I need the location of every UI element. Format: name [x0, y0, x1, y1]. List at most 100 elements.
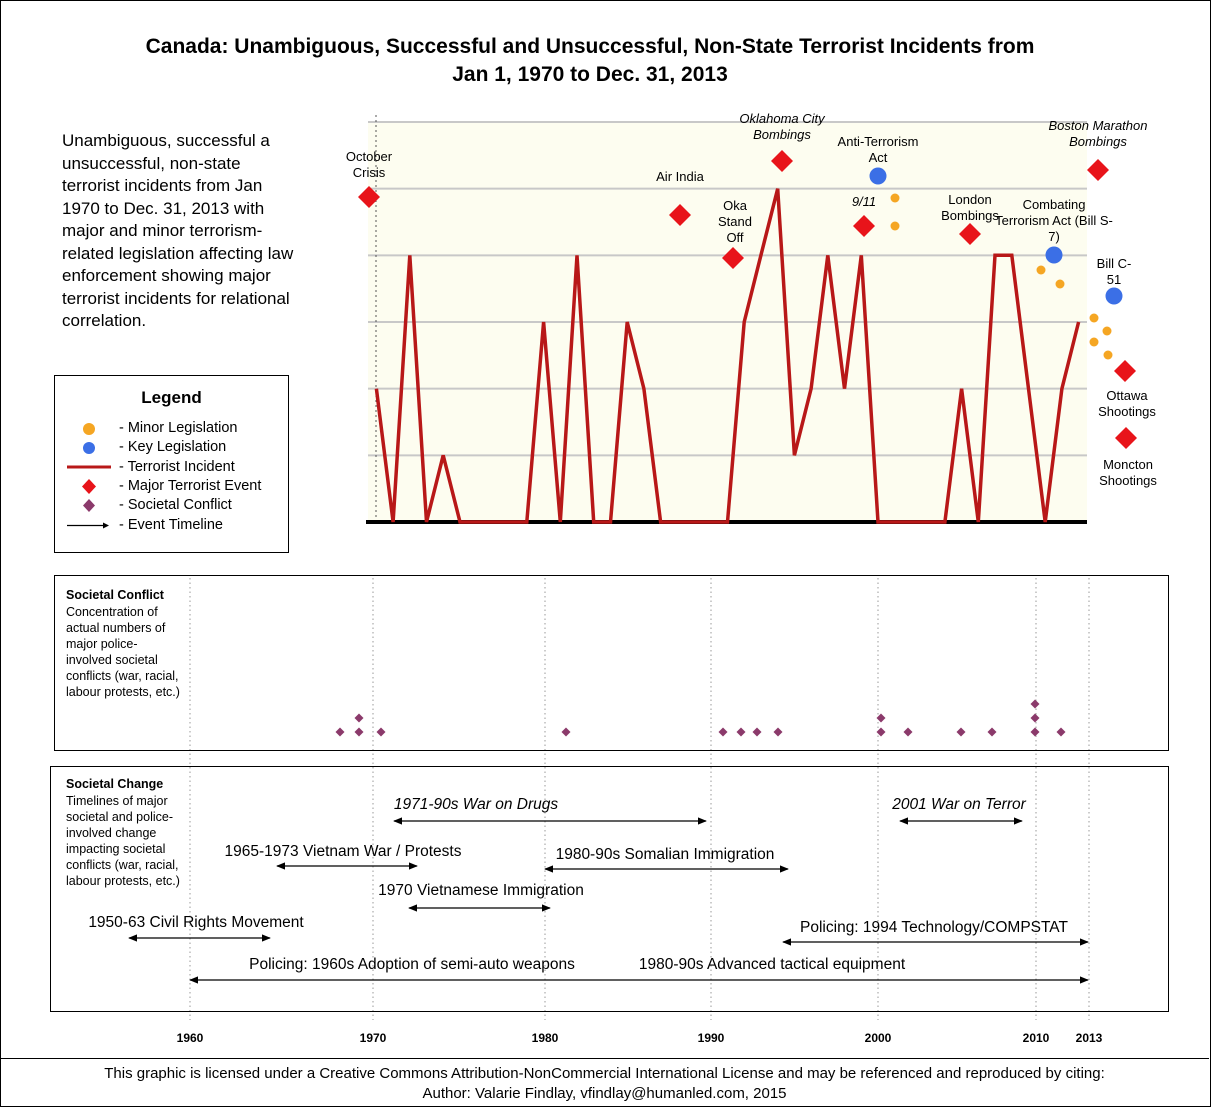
minor-legislation-marker	[1102, 326, 1112, 336]
major-event-label: Oka Stand Off	[718, 198, 752, 245]
societal-conflict-marker	[956, 727, 966, 737]
major-event-label: October Crisis	[345, 149, 393, 180]
minor-legislation-marker	[1036, 265, 1046, 275]
major-event-label: Air India	[656, 169, 704, 184]
legend-label: - Key Legislation	[119, 439, 227, 456]
event-timeline-label: Policing: 1960s Adoption of semi-auto we…	[249, 956, 575, 973]
legend-item: - Key Legislation	[55, 438, 288, 457]
license-line2: Author: Valarie Findlay, vfindlay@humanl…	[422, 1084, 787, 1102]
legend-title: Legend	[141, 388, 202, 407]
major-event-marker	[1087, 159, 1109, 181]
societal-change-title: Societal Change	[66, 777, 164, 791]
chart-title-line1: Canada: Unambiguous, Successful and Unsu…	[145, 35, 1035, 58]
minor-legislation-marker	[1089, 337, 1099, 347]
societal-conflict-marker	[1030, 727, 1040, 737]
legend-item: - Minor Legislation	[55, 419, 288, 438]
key-legislation-marker	[1045, 246, 1063, 264]
minor-legislation-marker	[1103, 350, 1113, 360]
major-event-label: 9/11	[851, 194, 877, 209]
legend-item: - Societal Conflict	[55, 496, 288, 515]
legend-symbol	[83, 423, 95, 435]
societal-conflict-marker	[335, 727, 345, 737]
event-timeline-label: 1980-90s Advanced tactical equipment	[638, 956, 906, 973]
societal-conflict-marker	[354, 713, 364, 723]
year-tick-label: 2010	[1022, 1031, 1050, 1045]
legend-symbol	[83, 499, 95, 513]
societal-conflict-marker	[354, 727, 364, 737]
year-tick-label: 1960	[176, 1031, 204, 1045]
key-legislation-marker	[869, 167, 887, 185]
event-timeline-label: 1971-90s War on Drugs	[393, 796, 559, 813]
legend-label: - Societal Conflict	[119, 497, 232, 514]
minor-legislation-marker	[890, 193, 900, 203]
societal-change-panel: Societal Change Timelines of major socie…	[50, 766, 1169, 1012]
major-event-marker	[669, 204, 691, 226]
societal-conflict-marker	[752, 727, 762, 737]
major-event-marker	[722, 247, 744, 269]
chart-description: Unambiguous, successful a unsuccessful, …	[62, 131, 294, 330]
major-event-label: Oklahoma City Bombings	[739, 111, 825, 142]
societal-conflict-marker	[876, 713, 886, 723]
societal-conflict-marker	[987, 727, 997, 737]
major-event-marker	[959, 223, 981, 245]
chart-title-line2: Jan 1, 1970 to Dec. 31, 2013	[452, 63, 728, 86]
minor-legislation-marker	[1089, 313, 1099, 323]
key-legislation-label: Combating Terrorism Act (Bill S-7)	[995, 197, 1113, 244]
key-legislation-marker	[1105, 287, 1123, 305]
legend-symbol	[67, 465, 111, 469]
major-event-marker	[771, 150, 793, 172]
year-tick-label: 1980	[531, 1031, 559, 1045]
legend-label: - Major Terrorist Event	[119, 477, 262, 494]
legend-item: - Event Timeline	[55, 516, 288, 535]
key-legislation-label: Bill C-51	[1096, 256, 1132, 287]
year-tick-label: 1970	[359, 1031, 387, 1045]
societal-conflict-marker	[903, 727, 913, 737]
major-event-marker	[853, 215, 875, 237]
license-line1: This graphic is licensed under a Creativ…	[104, 1065, 1105, 1082]
event-timeline-label: 1970 Vietnamese Immigration	[378, 882, 584, 899]
year-tick-label: 2013	[1075, 1031, 1103, 1045]
major-event-label: Moncton Shootings	[1099, 457, 1157, 488]
societal-conflict-description: Concentration of actual numbers of major…	[66, 605, 180, 699]
societal-conflict-marker	[718, 727, 728, 737]
key-legislation-label: Anti-Terrorism Act	[837, 134, 919, 165]
legend-item: - Major Terrorist Event	[55, 477, 288, 496]
societal-conflict-title: Societal Conflict	[66, 588, 164, 602]
event-timeline-label: Policing: 1994 Technology/COMPSTAT	[800, 919, 1068, 936]
major-event-marker	[1114, 360, 1136, 382]
major-event-label: London Bombings	[941, 192, 999, 223]
legend-symbol	[67, 522, 109, 528]
societal-conflict-marker	[876, 727, 886, 737]
societal-conflict-marker	[1030, 713, 1040, 723]
terrorist-incident-line	[374, 188, 1081, 524]
legend-label: - Event Timeline	[119, 516, 223, 533]
societal-conflict-marker	[376, 727, 386, 737]
event-timeline-label: 1950-63 Civil Rights Movement	[88, 914, 304, 931]
legend-item: - Terrorist Incident	[55, 458, 288, 477]
major-event-label: Boston Marathon Bombings	[1048, 118, 1148, 149]
license-footer: This graphic is licensed under a Creativ…	[0, 1058, 1209, 1103]
event-timeline-label: 1965-1973 Vietnam War / Protests	[224, 843, 462, 860]
minor-legislation-marker	[1055, 279, 1065, 289]
societal-conflict-marker	[1030, 699, 1040, 709]
major-event-marker	[1115, 427, 1137, 449]
societal-conflict-panel: Societal Conflict Concentration of actua…	[54, 575, 1169, 751]
event-timeline-label: 2001 War on Terror	[892, 796, 1026, 813]
major-event-marker	[358, 186, 380, 208]
year-tick-label: 1990	[697, 1031, 725, 1045]
societal-conflict-marker	[773, 727, 783, 737]
major-event-label: Ottawa Shootings	[1098, 388, 1156, 419]
societal-conflict-marker	[561, 727, 571, 737]
legend-symbol	[83, 442, 95, 455]
societal-conflict-marker	[736, 727, 746, 737]
legend-label: - Terrorist Incident	[119, 458, 235, 475]
societal-change-description: Timelines of major societal and police-i…	[66, 794, 180, 888]
societal-conflict-marker	[1056, 727, 1066, 737]
legend: Legend - Minor Legislation - Key Legislat…	[54, 375, 289, 553]
legend-label: - Minor Legislation	[119, 420, 238, 436]
year-tick-label: 2000	[864, 1031, 892, 1045]
event-timeline-label: 1980-90s Somalian Immigration	[555, 846, 775, 863]
minor-legislation-marker	[890, 221, 900, 231]
legend-symbol	[82, 478, 96, 494]
